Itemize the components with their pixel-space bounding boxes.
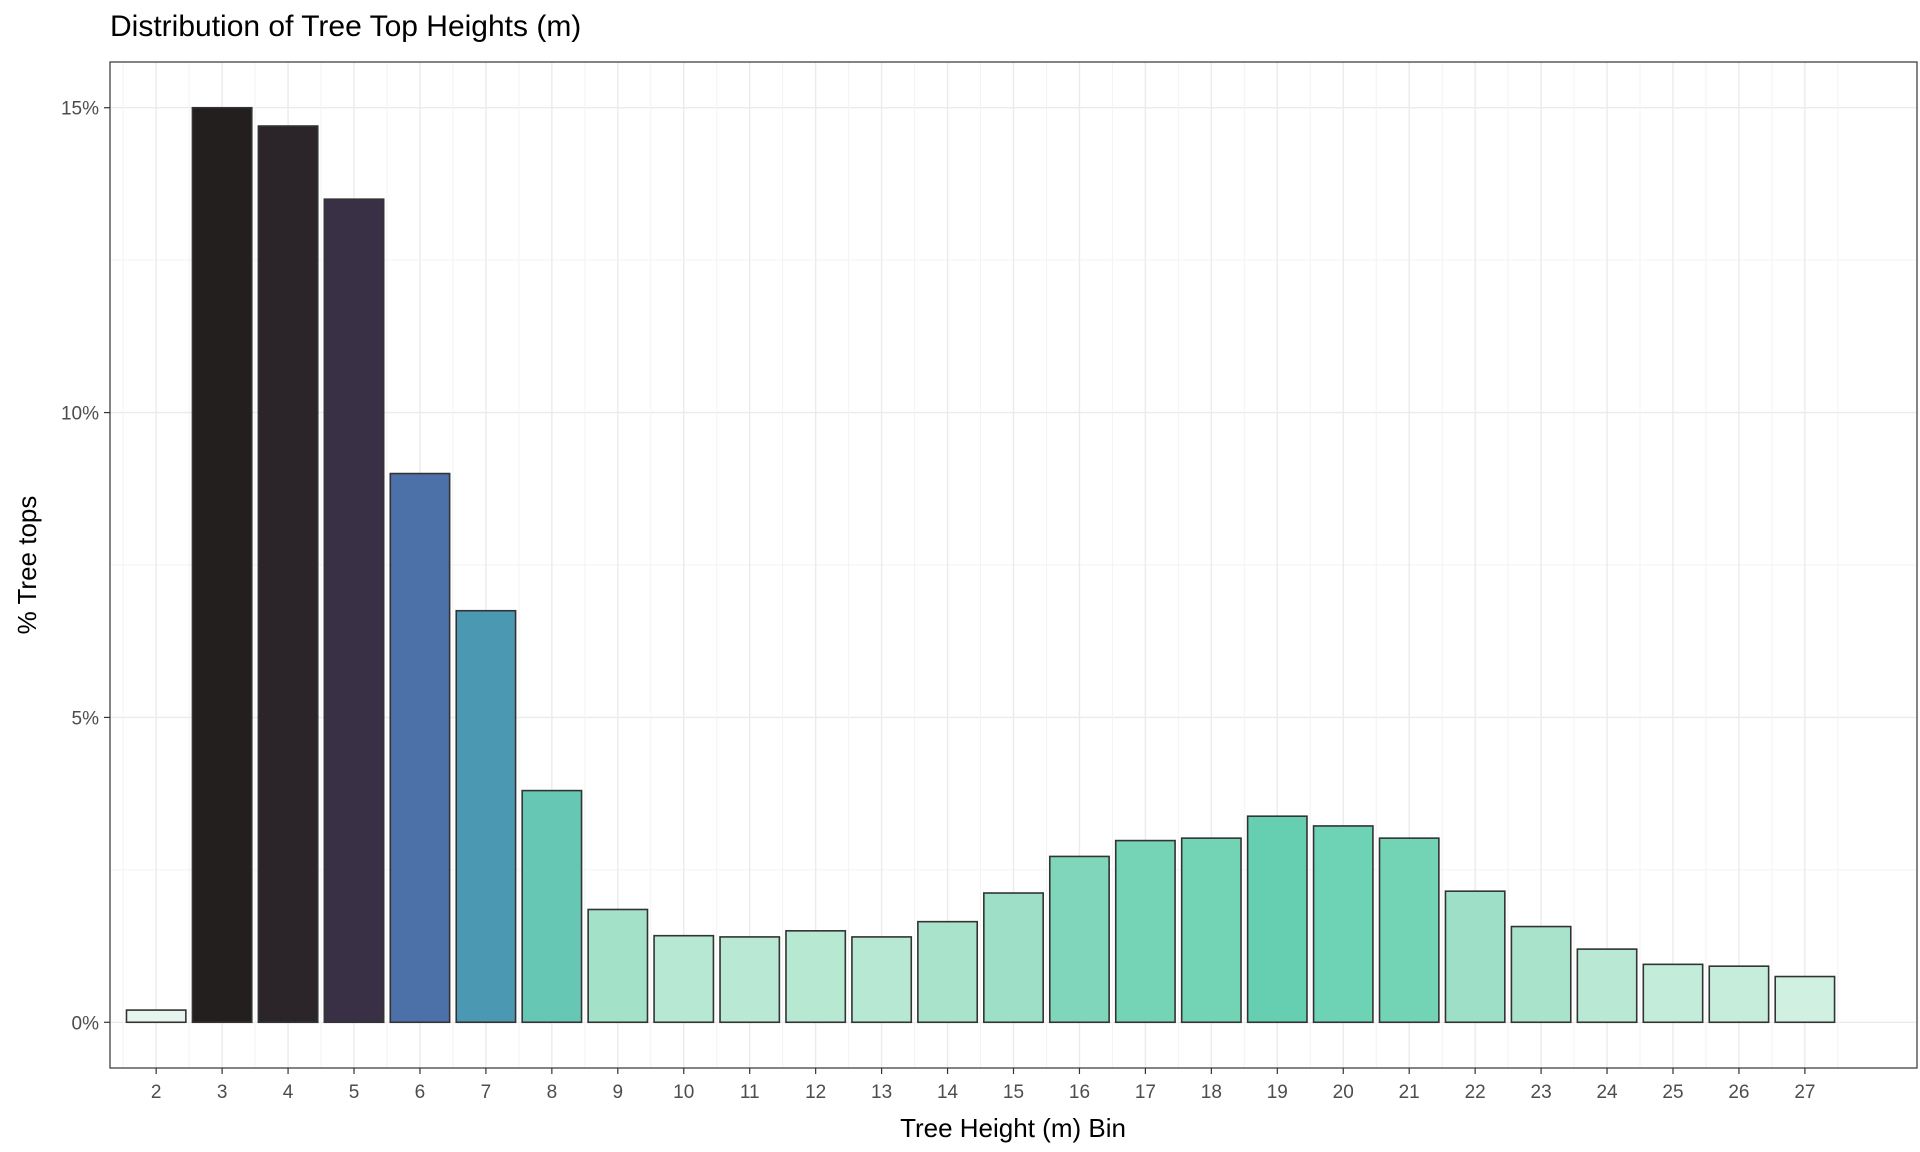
x-tick-label: 11 (740, 1082, 760, 1103)
chart-title: Distribution of Tree Top Heights (m) (110, 10, 582, 43)
axes: 0%5%10%15%2 3 4 5 6 7 8 9 10 11 12 13 14 15 16 17 18 19 20… (61, 99, 1815, 1103)
bar-20 (1312, 825, 1374, 1024)
y-axis-title: % Tree tops (12, 496, 42, 635)
bar-23 (1510, 925, 1572, 1024)
bar-19 (1246, 815, 1308, 1024)
x-tick-label: 16 (1069, 1082, 1090, 1103)
bar-10 (653, 934, 715, 1024)
bar-14 (917, 920, 979, 1024)
bar-22 (1444, 890, 1506, 1024)
x-tick-label: 22 (1465, 1082, 1486, 1103)
x-tick-label: 23 (1531, 1082, 1552, 1103)
bar-2 (125, 1009, 187, 1024)
bars (125, 106, 1836, 1024)
y-tick-label: 5% (72, 708, 100, 729)
bar-24 (1576, 948, 1638, 1024)
x-tick-label: 21 (1399, 1082, 1420, 1103)
bar-18 (1180, 837, 1242, 1024)
y-tick-label: 0% (72, 1013, 100, 1034)
bar-12 (785, 930, 847, 1024)
bar-27 (1774, 975, 1836, 1024)
x-tick-label: 10 (673, 1082, 694, 1103)
x-tick-label: 19 (1267, 1082, 1288, 1103)
x-tick-label: 14 (937, 1082, 959, 1103)
bar-8 (521, 789, 583, 1024)
y-tick-label: 10% (61, 404, 99, 425)
x-axis-title: Tree Height (m) Bin (900, 1113, 1126, 1143)
x-tick-label: 27 (1794, 1082, 1815, 1103)
x-tick-label: 26 (1728, 1082, 1749, 1103)
bar-17 (1114, 839, 1176, 1024)
x-tick-label: 15 (1003, 1082, 1024, 1103)
x-tick-label: 13 (871, 1082, 892, 1103)
bar-21 (1378, 837, 1440, 1024)
bar-16 (1048, 855, 1110, 1024)
x-tick-label: 25 (1662, 1082, 1683, 1103)
bar-15 (983, 892, 1044, 1024)
x-tick-label: 2 (151, 1082, 162, 1103)
y-tick-label: 15% (61, 99, 99, 120)
bar-3 (191, 106, 253, 1024)
x-tick-label: 5 (349, 1082, 360, 1103)
bar-7 (455, 609, 517, 1024)
x-tick-label: 12 (805, 1082, 826, 1103)
x-tick-label: 17 (1135, 1082, 1156, 1103)
x-tick-label: 9 (613, 1082, 624, 1103)
x-tick-label: 8 (547, 1082, 558, 1103)
x-tick-label: 24 (1596, 1082, 1618, 1103)
x-tick-label: 4 (283, 1082, 294, 1103)
bar-9 (587, 908, 649, 1024)
bar-4 (257, 125, 319, 1024)
x-tick-label: 3 (217, 1082, 228, 1103)
bar-13 (851, 936, 913, 1024)
bar-25 (1642, 963, 1704, 1024)
x-tick-label: 6 (415, 1082, 426, 1103)
bar-5 (323, 198, 385, 1024)
x-tick-label: 18 (1201, 1082, 1222, 1103)
bar-26 (1708, 965, 1770, 1024)
x-tick-label: 20 (1333, 1082, 1354, 1103)
bar-11 (719, 936, 781, 1024)
bar-6 (389, 472, 451, 1024)
x-tick-label: 7 (481, 1082, 492, 1103)
